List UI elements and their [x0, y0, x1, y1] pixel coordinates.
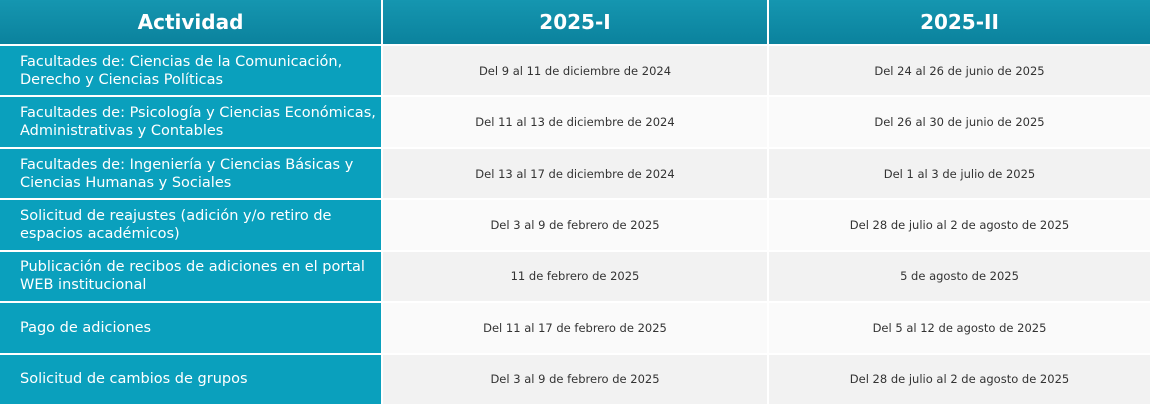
- date-cell: Del 1 al 3 de julio de 2025: [769, 148, 1150, 199]
- date-cell: 5 de agosto de 2025: [769, 251, 1150, 302]
- activity-cell: Publicación de recibos de adiciones en e…: [0, 251, 381, 302]
- header-cell: 2025-I: [383, 0, 767, 44]
- date-cell: Del 24 al 26 de junio de 2025: [769, 46, 1150, 96]
- activity-cell: Pago de adiciones: [0, 303, 381, 353]
- date-cell: Del 11 al 17 de febrero de 2025: [383, 303, 767, 353]
- header-cell: Actividad: [0, 0, 381, 44]
- date-cell: Del 3 al 9 de febrero de 2025: [383, 200, 767, 250]
- date-cell: 11 de febrero de 2025: [383, 251, 767, 302]
- activity-cell: Facultades de: Ciencias de la Comunicaci…: [0, 46, 381, 96]
- date-cell: Del 11 al 13 de diciembre de 2024: [383, 97, 767, 147]
- date-cell: Del 9 al 11 de diciembre de 2024: [383, 46, 767, 96]
- date-cell: Del 13 al 17 de diciembre de 2024: [383, 148, 767, 199]
- date-cell: Del 26 al 30 de junio de 2025: [769, 97, 1150, 147]
- date-cell: Del 5 al 12 de agosto de 2025: [769, 303, 1150, 353]
- date-cell: Del 28 de julio al 2 de agosto de 2025: [769, 354, 1150, 404]
- activity-cell: Facultades de: Ingeniería y Ciencias Bás…: [0, 148, 381, 199]
- header-cell: 2025-II: [769, 0, 1150, 44]
- activity-cell: Solicitud de reajustes (adición y/o reti…: [0, 200, 381, 250]
- date-cell: Del 3 al 9 de febrero de 2025: [383, 354, 767, 404]
- date-cell: Del 28 de julio al 2 de agosto de 2025: [769, 200, 1150, 250]
- activity-cell: Facultades de: Psicología y Ciencias Eco…: [0, 97, 381, 147]
- activity-cell: Solicitud de cambios de grupos: [0, 354, 381, 404]
